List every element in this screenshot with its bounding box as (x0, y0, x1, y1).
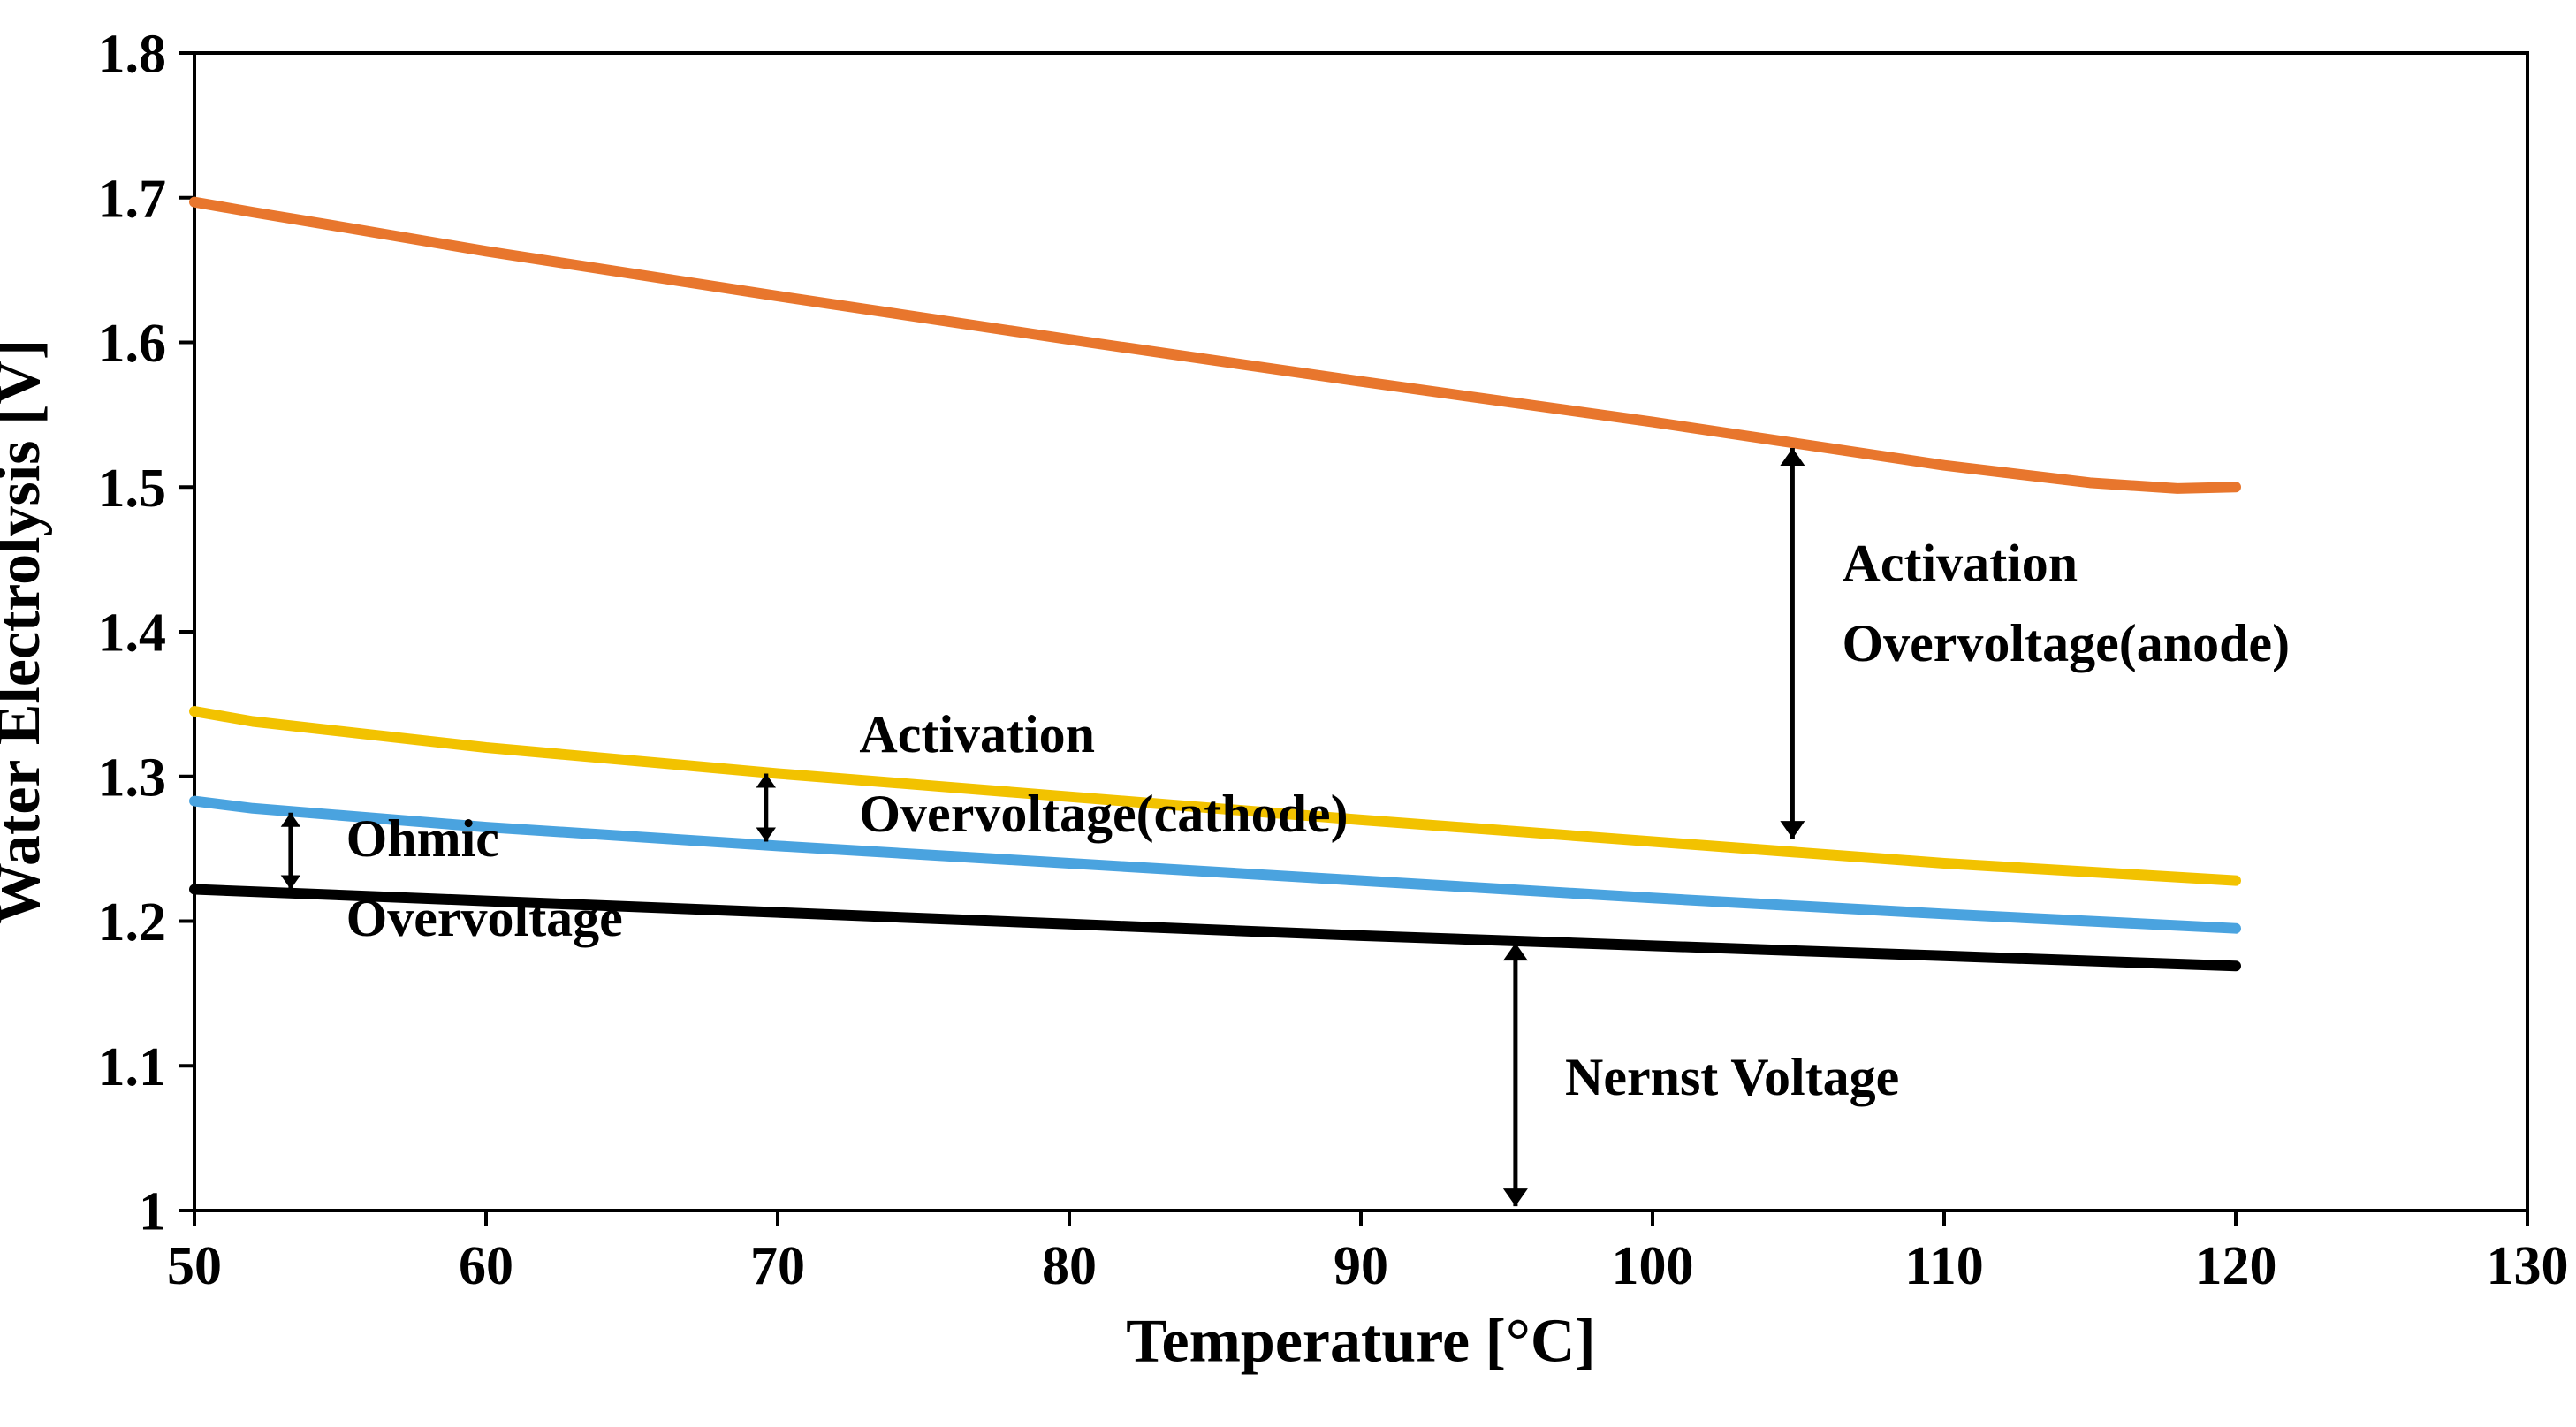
x-tick-label: 110 (1904, 1236, 1984, 1296)
annotation-cathode-line0: Activation (859, 705, 1095, 763)
y-tick-label: 1.1 (98, 1037, 167, 1097)
x-axis-label: Temperature [°C] (1126, 1308, 1596, 1376)
annotation-nernst-line0: Nernst Voltage (1565, 1048, 1899, 1106)
x-tick-label: 60 (459, 1236, 513, 1296)
annotation-ohmic-line1: Overvoltage (346, 889, 623, 947)
x-tick-label: 80 (1042, 1236, 1097, 1296)
chart-container: 50 60 70 80 90 100 110 120 130 1 1.1 1.2 1.3 1.4 1.5 1.… (0, 0, 2576, 1427)
x-tick-label: 50 (167, 1236, 222, 1296)
x-tick-label: 90 (1334, 1236, 1388, 1296)
y-tick-label: 1.8 (98, 25, 167, 85)
y-tick-label: 1.4 (98, 603, 167, 664)
y-tick-label: 1.3 (98, 748, 167, 808)
y-tick-label: 1.6 (98, 314, 167, 374)
x-tick-label: 120 (2195, 1236, 2277, 1296)
annotation-anode-line1: Overvoltage(anode) (1843, 614, 2291, 672)
annotation-anode-line0: Activation (1843, 535, 2078, 593)
y-axis-label: Water Electrolysis [V] (0, 339, 53, 924)
x-tick-label: 100 (1612, 1236, 1694, 1296)
annotation-cathode-line1: Overvoltage(cathode) (859, 785, 1348, 843)
x-tick-label: 130 (2487, 1236, 2569, 1296)
y-tick-label: 1.5 (98, 459, 167, 519)
y-tick-label: 1 (139, 1182, 166, 1242)
line-chart: 50 60 70 80 90 100 110 120 130 1 1.1 1.2 1.3 1.4 1.5 1.… (0, 0, 2576, 1427)
y-tick-label: 1.7 (98, 169, 167, 229)
x-tick-label: 70 (750, 1236, 805, 1296)
y-tick-label: 1.2 (98, 892, 167, 953)
annotation-ohmic-line0: Ohmic (346, 809, 499, 868)
